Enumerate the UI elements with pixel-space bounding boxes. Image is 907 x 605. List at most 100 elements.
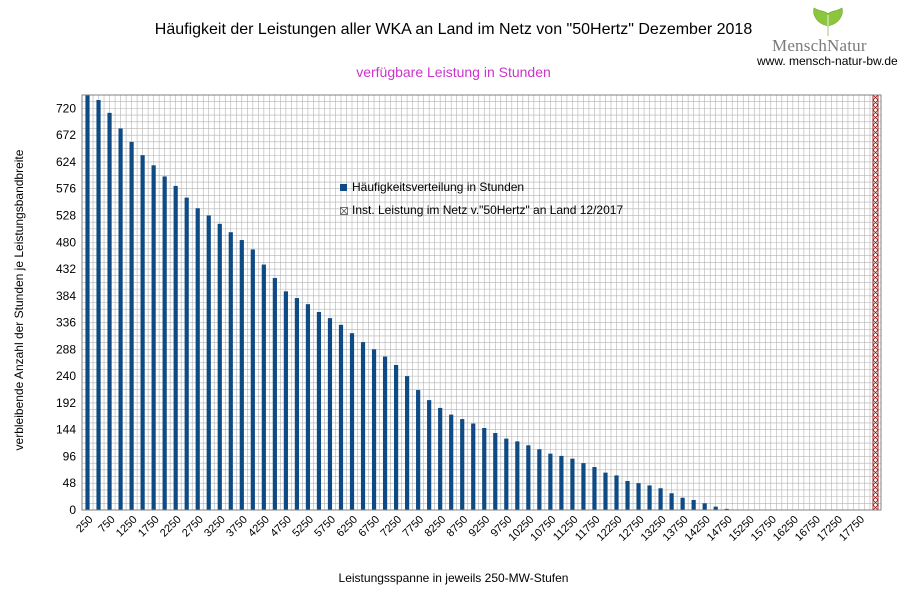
- bar: [416, 390, 421, 510]
- crosshatch-stroke: [872, 359, 879, 366]
- crosshatch-stroke: [872, 494, 879, 501]
- bar: [195, 208, 200, 510]
- crosshatch-stroke: [872, 114, 879, 121]
- bar: [691, 499, 696, 510]
- crosshatch-stroke: [872, 269, 879, 276]
- chart-title: Häufigkeit der Leistungen aller WKA an L…: [154, 21, 753, 38]
- y-tick-label: 720: [56, 101, 76, 115]
- x-tick-label: 3750: [224, 514, 250, 540]
- chart-subtitle: verfügbare Leistung in Stunden: [356, 64, 551, 80]
- y-tick-label: 432: [56, 262, 76, 276]
- crosshatch-stroke: [872, 259, 879, 266]
- brand-logo-text: MenschNatur: [772, 36, 867, 55]
- y-tick-label: 576: [56, 182, 76, 196]
- crosshatch-stroke: [872, 469, 879, 476]
- bar: [118, 128, 123, 510]
- bar: [338, 324, 344, 510]
- crosshatch-stroke: [872, 399, 879, 406]
- bar: [283, 291, 288, 510]
- bar: [272, 277, 277, 510]
- bar: [316, 311, 322, 510]
- x-tick-label: 2750: [180, 514, 206, 540]
- legend-label-installed: Inst. Leistung im Netz v."50Hertz" an La…: [352, 203, 624, 217]
- bar: [526, 445, 531, 510]
- bar: [129, 141, 134, 510]
- crosshatch-stroke: [872, 429, 879, 436]
- legend-label-histogram: Häufigkeitsverteilung in Stunden: [352, 180, 525, 194]
- crosshatch-stroke: [872, 329, 879, 336]
- bar: [228, 232, 233, 510]
- crosshatch-stroke: [872, 299, 879, 306]
- bar: [504, 438, 509, 510]
- x-tick-label: 1750: [136, 514, 162, 540]
- x-tick-label: 9250: [467, 514, 493, 540]
- ginkgo-leaf-icon: [813, 7, 843, 36]
- crosshatch-stroke: [872, 129, 879, 136]
- x-tick-label: 4750: [268, 514, 294, 540]
- x-axis-label: Leistungsspanne in jeweils 250-MW-Stufen: [338, 571, 569, 585]
- bar: [449, 414, 454, 510]
- crosshatch-stroke: [872, 389, 879, 396]
- crosshatch-stroke: [872, 164, 879, 171]
- bar: [625, 480, 630, 510]
- y-tick-labels: 0 48 96 144 192 240 288 336 384 432 480 528 576 624 67…: [56, 101, 76, 517]
- bar: [405, 376, 410, 510]
- y-tick-label: 0: [69, 503, 76, 517]
- bar: [537, 449, 542, 510]
- x-tick-label: 17750: [837, 514, 867, 544]
- x-tick-label: 250: [74, 514, 95, 535]
- x-tick-label: 5750: [312, 514, 338, 540]
- crosshatch-stroke: [872, 449, 879, 456]
- bar: [559, 455, 564, 510]
- bar: [592, 467, 597, 510]
- crosshatch-stroke: [872, 499, 879, 506]
- bar: [658, 488, 663, 510]
- x-tick-label: 4250: [246, 514, 272, 540]
- crosshatch-stroke: [872, 279, 879, 286]
- x-tick-label: 8250: [422, 514, 448, 540]
- crosshatch-stroke: [872, 424, 879, 431]
- crosshatch-stroke: [872, 284, 879, 291]
- crosshatch-stroke: [872, 419, 879, 426]
- bar: [184, 197, 189, 511]
- crosshatch-stroke: [872, 249, 879, 256]
- crosshatch-stroke: [872, 134, 879, 141]
- crosshatch-stroke: [872, 439, 879, 446]
- bar: [713, 506, 718, 510]
- crosshatch-stroke: [872, 169, 879, 176]
- crosshatch-stroke: [872, 474, 879, 481]
- y-tick-label: 480: [56, 235, 76, 249]
- grid-lines: [81, 94, 882, 511]
- crosshatch-stroke: [872, 209, 879, 216]
- crosshatch-stroke: [872, 264, 879, 271]
- y-tick-label: 96: [63, 449, 77, 463]
- crosshatch-stroke: [872, 239, 879, 246]
- y-tick-label: 672: [56, 128, 76, 142]
- bar: [349, 333, 355, 510]
- crosshatch-stroke: [872, 339, 879, 346]
- crosshatch-stroke: [872, 94, 879, 101]
- bar: [140, 155, 145, 510]
- y-axis-label: verbleibende Anzahl der Stunden je Leist…: [12, 149, 26, 451]
- crosshatch-stroke: [872, 314, 879, 321]
- x-tick-label: 10750: [528, 514, 558, 544]
- bar: [250, 249, 255, 511]
- x-tick-label: 1250: [114, 514, 140, 540]
- bar: [382, 356, 388, 510]
- crosshatch-stroke: [872, 189, 879, 196]
- crosshatch-stroke: [872, 289, 879, 296]
- crosshatch-stroke: [872, 99, 879, 106]
- crosshatch-stroke: [872, 144, 879, 151]
- brand-url: www. mensch-natur-bw.de: [757, 54, 898, 68]
- bar: [217, 223, 222, 510]
- legend: Häufigkeitsverteilung in Stunden Inst. L…: [340, 176, 623, 222]
- crosshatch-stroke: [872, 464, 879, 471]
- bar: [327, 318, 333, 510]
- crosshatch-stroke: [872, 124, 879, 131]
- crosshatch-stroke: [872, 204, 879, 211]
- crosshatch-stroke: [872, 104, 879, 111]
- bar: [239, 240, 244, 510]
- crosshatch-stroke: [872, 374, 879, 381]
- crosshatch-stroke: [872, 309, 879, 316]
- y-tick-label: 288: [56, 342, 76, 356]
